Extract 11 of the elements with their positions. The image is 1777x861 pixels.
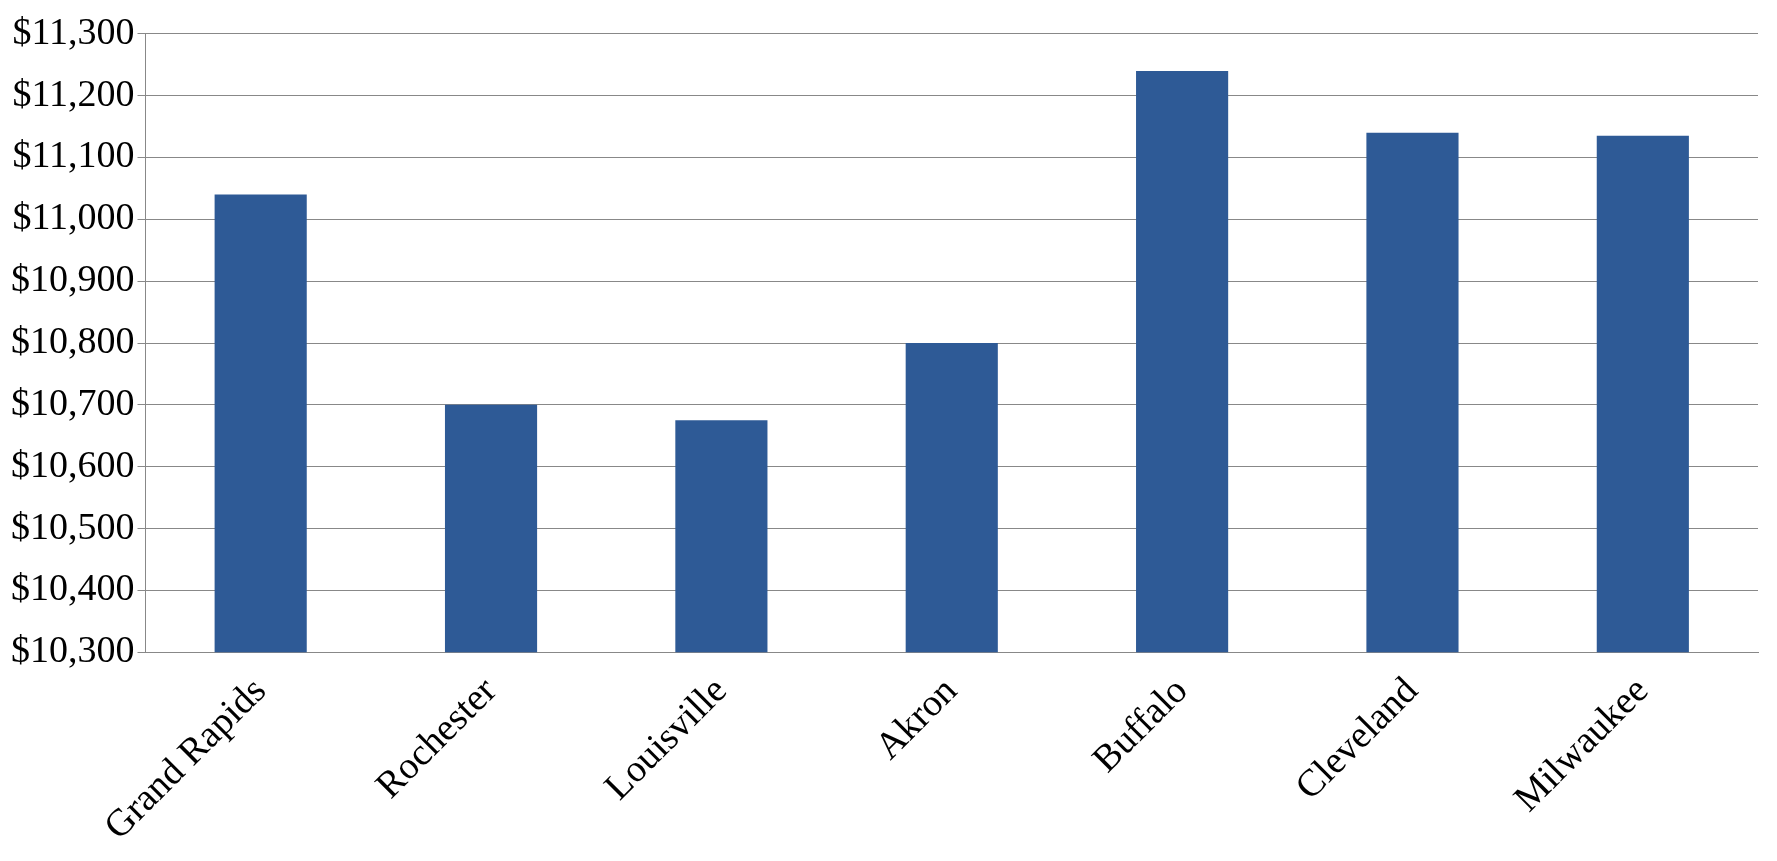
y-tick-label: $11,000 <box>12 195 135 238</box>
y-tick-label: $10,500 <box>11 504 135 547</box>
y-tick-label: $10,800 <box>11 319 135 362</box>
y-tick-label: $10,700 <box>11 380 135 423</box>
y-tick-label: $11,300 <box>12 9 135 52</box>
y-tick-label: $11,100 <box>12 133 135 176</box>
y-tick-label: $10,400 <box>11 566 135 609</box>
y-tick-label: $10,900 <box>11 257 135 300</box>
y-tick-label: $10,600 <box>11 442 135 485</box>
y-tick-label: $10,300 <box>11 628 135 671</box>
y-tick-label: $11,200 <box>12 71 135 114</box>
